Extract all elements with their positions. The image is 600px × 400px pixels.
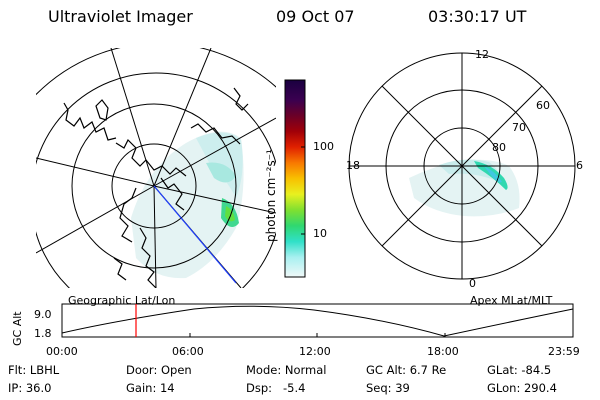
info-door: Door: Open [126, 363, 192, 377]
timeline-ytick-high: 9.0 [34, 308, 52, 321]
geographic-map [36, 48, 276, 288]
timeline-ylabel: GC Alt [11, 311, 24, 346]
info-gain: Gain: 14 [126, 381, 175, 395]
apex-caption: Apex MLat/MLT [470, 294, 553, 307]
info-glat: GLat: -84.5 [487, 363, 552, 377]
mlt-label-0: 0 [469, 277, 476, 290]
gc-altitude-timeline [61, 303, 574, 338]
mlt-label-12: 12 [475, 48, 489, 61]
info-gc-alt: GC Alt: 6.7 Re [366, 363, 447, 377]
info-filter: Flt: LBHL [8, 363, 60, 377]
colorbar-unit-label: photon cm⁻²s⁻¹ [264, 149, 278, 242]
timeline-xtick-1800: 18:00 [427, 345, 459, 358]
timeline-ytick-low: 1.8 [34, 327, 52, 340]
mlat-label-60: 60 [536, 99, 550, 112]
info-dsp: Dsp: -5.4 [246, 381, 306, 395]
coastlines [63, 87, 249, 288]
colorbar-tick-100: 100 [313, 140, 334, 153]
orbit-track-line [153, 185, 237, 284]
timeline-xtick-2359: 23:59 [548, 345, 580, 358]
timeline-xtick-1200: 12:00 [299, 345, 331, 358]
aurora-emission-right [409, 159, 520, 217]
colorbar-tick-10: 10 [313, 227, 327, 240]
geographic-caption: Geographic Lat/Lon [68, 294, 176, 307]
info-ip: IP: 36.0 [8, 381, 52, 395]
info-glon: GLon: 290.4 [487, 381, 557, 395]
timeline-xtick-0000: 00:00 [46, 345, 78, 358]
info-seq: Seq: 39 [366, 381, 410, 395]
apex-polar-plot [348, 52, 576, 280]
mlt-label-18: 18 [346, 159, 360, 172]
mlt-label-6: 6 [576, 159, 583, 172]
imager-title: Ultraviolet Imager [48, 7, 193, 26]
aurora-emission-left [131, 131, 244, 279]
colorbar [284, 79, 306, 278]
time-label: 03:30:17 UT [428, 7, 527, 26]
date-label: 09 Oct 07 [276, 7, 355, 26]
timeline-xtick-0600: 06:00 [172, 345, 204, 358]
info-mode: Mode: Normal [246, 363, 327, 377]
mlat-label-70: 70 [512, 121, 526, 134]
mlat-label-80: 80 [492, 141, 506, 154]
